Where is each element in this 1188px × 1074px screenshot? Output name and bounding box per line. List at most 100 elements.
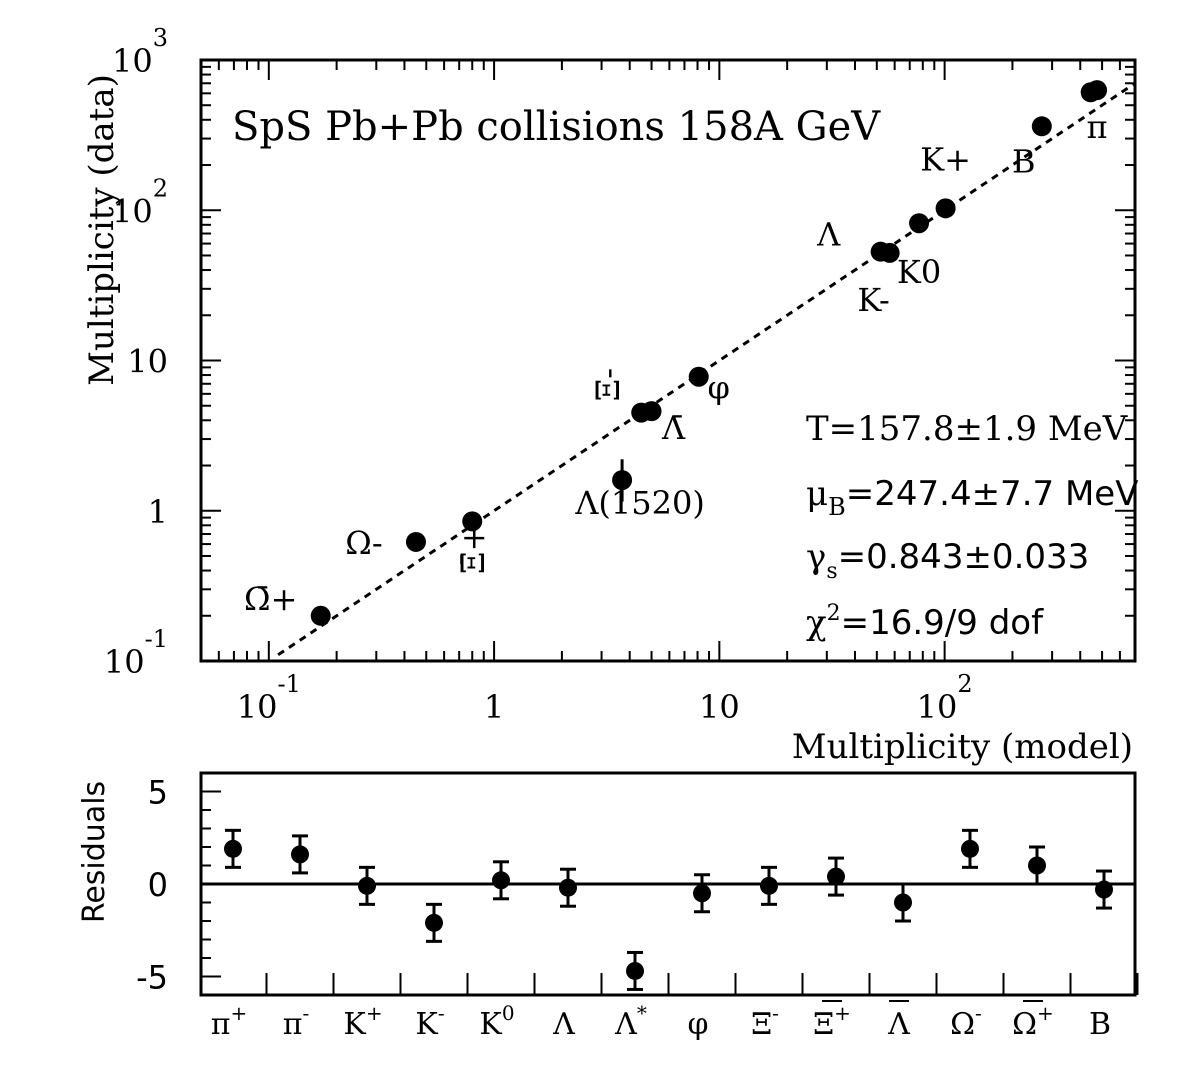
point-label: Λ [816,216,841,254]
category-label-superscript: - [975,1001,982,1025]
category-label: K- [415,1001,444,1042]
category-label: π- [283,1001,309,1042]
point-label: K- [857,281,889,319]
category-label-base: Ξ [751,1007,772,1042]
category-label: Ω- [950,1001,982,1042]
gamma-subscript: s [826,559,837,584]
mu-value: =247.4±7.7 MeV [846,474,1139,514]
y-tick-label-base: 10 [127,343,168,381]
point-label: Ω̄+ [244,580,297,618]
x-axis-label: Multiplicity (model) [792,727,1133,767]
category-label-base: K [343,1007,366,1042]
x-tick-label-base: 1 [484,688,504,726]
category-label-base: Λ [887,1007,910,1042]
point-label: Ξ- [589,368,627,401]
category-label-base: K [479,1007,502,1042]
data-point [405,531,426,552]
data-point [1087,80,1108,101]
category-label-superscript: + [1037,1001,1054,1025]
category-label-superscript: - [302,1001,309,1025]
fit-results: T=157.8±1.9 MeV μB=247.4±7.7 MeV γs=0.84… [806,409,1138,643]
category-label: Ξ+ [813,1001,851,1042]
residual-point [894,893,912,912]
residual-point [1095,880,1113,899]
category-label-base: Ω [1012,1007,1037,1042]
data-point [612,470,633,491]
y-tick-label: 10 [127,343,168,381]
chi-symbol: χ [806,603,827,643]
category-label-base: Λ [614,1007,637,1042]
temperature-annotation: T=157.8±1.9 MeV [806,409,1129,449]
x-tick-label-exponent: -1 [277,670,300,698]
category-label-superscript: + [834,1001,851,1025]
data-point [688,366,709,387]
residual-point [425,913,443,932]
main-plot-points [310,80,1108,626]
y-tick-label-exponent: 2 [153,174,168,202]
category-label: Ξ- [751,1001,779,1042]
category-label: B [1089,1007,1111,1042]
residual-point [559,878,577,897]
y-tick-label: 102 [112,174,168,230]
residual-point [760,876,778,895]
x-tick-label-base: 10 [917,688,958,726]
residual-y-tick-label: -5 [136,959,168,997]
point-label: Ω- [345,524,382,562]
point-label: Ξ̄+ [454,525,492,574]
residuals-points [224,828,1113,991]
point-label: π [1087,108,1108,146]
chart-title: SpS Pb+Pb collisions 158A GeV [232,104,881,150]
point-label: Λ(1520) [574,484,705,522]
gamma-annotation: γs=0.843±0.033 [806,537,1089,584]
x-tick-label: 1 [484,688,504,726]
mu-symbol: μ [806,474,828,514]
y-tick-label: 1 [148,493,168,531]
category-label: Λ* [614,1001,647,1042]
category-label-superscript: - [438,1001,445,1025]
residual-y-tick-label: 5 [148,774,168,812]
category-label-superscript: + [366,1001,383,1025]
x-tick-label: 10 [699,688,740,726]
residual-point [358,876,376,895]
y-tick-label: 10-1 [104,625,168,681]
category-label-superscript: - [772,1001,779,1025]
category-label-base: π [211,1007,231,1042]
category-label: φ [687,1007,708,1042]
category-label-base: B [1089,1007,1111,1042]
category-label-base: π [283,1007,303,1042]
x-tick-label: 10-1 [237,670,301,726]
point-label: φ [708,369,730,407]
data-point [462,511,483,532]
main-plot-point-labels: Ω̄+ Ω- Ξ̄+ Λ(1520) Ξ- Λ̄ φ Λ K-K0 K+ Bπ [244,108,1108,618]
gamma-symbol: γ [806,537,826,577]
residual-point [291,845,309,864]
category-label-superscript: 0 [502,1001,515,1025]
x-tick-label-exponent: 2 [957,670,972,698]
point-label: B [1012,142,1036,180]
category-label-base: φ [687,1007,708,1042]
residual-y-tick-label: 0 [148,866,168,904]
y-equals-x-line [277,82,1136,657]
data-point [641,401,662,422]
mu-subscript: B [828,493,846,521]
reference-line [277,82,1136,657]
mu-annotation: μB=247.4±7.7 MeV [806,474,1138,521]
chi-superscript: 2 [827,601,841,626]
residual-point [626,961,644,980]
point-label: K+ [920,140,971,178]
y-tick-label-base: 10 [112,192,153,230]
y-tick-label-base: 10 [112,42,153,80]
category-label: Λ [887,1007,910,1042]
y-tick-label-exponent: 3 [153,24,168,52]
residual-point [492,871,510,890]
x-tick-label-base: 10 [237,688,278,726]
category-label: K+ [343,1001,382,1042]
category-label-base: Λ [552,1007,575,1042]
data-point [310,605,331,626]
y-tick-label-exponent: -1 [145,625,168,653]
chi2-annotation: χ2=16.9/9 dof [806,601,1044,643]
x-tick-label: 102 [917,670,973,726]
point-label: Λ̄ [661,409,686,447]
data-point [909,213,930,234]
chi-value: =16.9/9 dof [841,603,1044,643]
